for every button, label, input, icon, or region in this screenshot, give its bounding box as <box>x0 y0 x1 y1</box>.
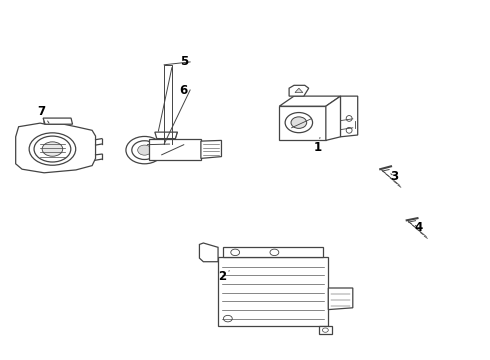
Circle shape <box>132 141 157 159</box>
Polygon shape <box>43 118 73 124</box>
Polygon shape <box>149 139 201 160</box>
Circle shape <box>291 117 307 129</box>
Circle shape <box>270 249 279 256</box>
Text: 5: 5 <box>180 55 188 68</box>
Text: 7: 7 <box>38 105 49 123</box>
Circle shape <box>138 145 151 155</box>
Polygon shape <box>279 96 341 106</box>
Text: 6: 6 <box>180 84 188 96</box>
Polygon shape <box>44 121 64 127</box>
Polygon shape <box>199 243 218 262</box>
Polygon shape <box>155 132 177 139</box>
Text: 2: 2 <box>218 270 229 283</box>
Polygon shape <box>16 123 96 173</box>
Circle shape <box>231 249 240 256</box>
Polygon shape <box>289 85 309 96</box>
Polygon shape <box>328 288 353 310</box>
Ellipse shape <box>29 133 75 165</box>
Polygon shape <box>295 88 303 93</box>
Text: 3: 3 <box>391 170 398 183</box>
Text: 1: 1 <box>314 138 321 154</box>
Circle shape <box>285 113 313 133</box>
Circle shape <box>223 315 232 322</box>
Polygon shape <box>218 257 328 326</box>
Polygon shape <box>201 140 221 158</box>
Polygon shape <box>341 96 358 137</box>
Polygon shape <box>279 106 326 140</box>
Polygon shape <box>326 96 341 140</box>
Text: 4: 4 <box>415 221 423 234</box>
Polygon shape <box>223 247 323 257</box>
Ellipse shape <box>34 136 71 162</box>
Polygon shape <box>318 326 332 334</box>
Ellipse shape <box>346 116 352 121</box>
Ellipse shape <box>346 127 352 133</box>
Ellipse shape <box>42 142 63 156</box>
Circle shape <box>126 136 163 164</box>
